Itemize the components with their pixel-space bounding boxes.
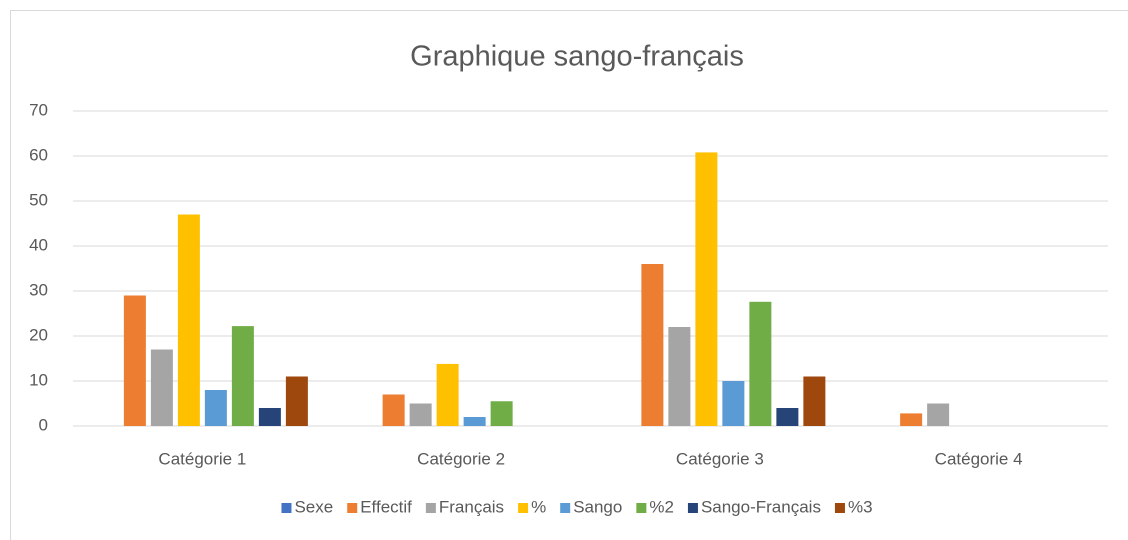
legend-label: Français xyxy=(439,497,504,516)
y-tick-label: 10 xyxy=(29,370,48,389)
bar xyxy=(722,381,745,426)
legend-label: Sexe xyxy=(294,497,333,516)
x-tick-label: Catégorie 3 xyxy=(676,449,764,468)
bar xyxy=(641,264,664,426)
y-tick-label: 0 xyxy=(39,415,48,434)
legend-label: Sango xyxy=(573,497,622,516)
bar xyxy=(285,376,308,426)
y-tick-label: 40 xyxy=(29,235,48,254)
bar xyxy=(803,376,826,426)
legend-swatch xyxy=(425,503,436,513)
y-tick-label: 50 xyxy=(29,190,48,209)
bar xyxy=(204,390,227,426)
bar xyxy=(776,408,799,426)
bar xyxy=(258,408,281,426)
y-tick-label: 60 xyxy=(29,145,48,164)
y-tick-label: 20 xyxy=(29,325,48,344)
bar xyxy=(463,417,486,426)
legend-swatch xyxy=(560,503,571,513)
bar xyxy=(900,413,923,426)
x-tick-label: Catégorie 1 xyxy=(158,449,246,468)
bar xyxy=(231,326,254,426)
y-tick-label: 70 xyxy=(29,100,48,119)
legend-swatch xyxy=(834,503,845,513)
legend-swatch xyxy=(687,503,698,513)
bar xyxy=(123,295,146,426)
y-tick-label: 30 xyxy=(29,280,48,299)
legend-label: %3 xyxy=(848,497,873,516)
legend-swatch xyxy=(518,503,529,513)
bar xyxy=(749,301,772,426)
x-tick-label: Catégorie 2 xyxy=(417,449,505,468)
legend-label: Sango-Français xyxy=(701,497,821,516)
bar xyxy=(695,152,718,426)
bar xyxy=(490,401,513,426)
legend-swatch xyxy=(347,503,358,513)
legend-swatch xyxy=(281,503,292,513)
bar xyxy=(436,363,459,426)
x-tick-label: Catégorie 4 xyxy=(935,449,1023,468)
bar xyxy=(150,349,173,426)
legend-label: % xyxy=(531,497,546,516)
bar xyxy=(927,403,950,426)
bar xyxy=(382,394,405,426)
chart-title: Graphique sango-français xyxy=(410,41,744,73)
bar xyxy=(177,214,200,426)
bar xyxy=(409,403,432,426)
bar xyxy=(668,327,691,426)
legend-swatch xyxy=(636,503,647,513)
legend-label: %2 xyxy=(649,497,674,516)
legend-label: Effectif xyxy=(360,497,412,516)
